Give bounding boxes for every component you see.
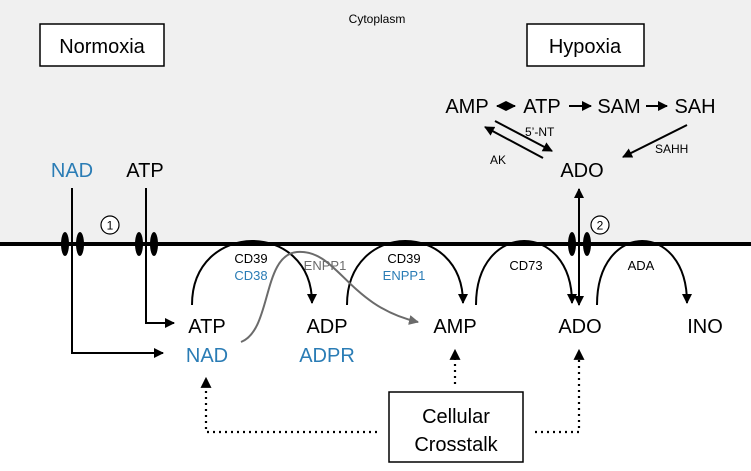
extra-nad-label: NAD (186, 345, 228, 367)
extra-adpr-label: ADPR (299, 345, 355, 367)
extra-ado-label: ADO (558, 316, 601, 338)
crosstalk-to-ado-arrow (535, 348, 585, 434)
channel-1-marker: 1 (100, 215, 120, 235)
amp-ado-arc (475, 240, 577, 306)
normoxia-box: Normoxia (39, 23, 165, 67)
enzyme-cd38-label: CD38 (234, 268, 267, 283)
nad-amp-enpp1-path (240, 250, 419, 343)
crosstalk-line1: Cellular (422, 406, 490, 428)
channel-nad (61, 232, 84, 256)
hypoxia-sah-label: SAH (674, 96, 715, 118)
crosstalk-to-nad-arrow (200, 376, 377, 434)
extra-atp-label: ATP (188, 316, 225, 338)
enzyme-cd39-b-label: CD39 (387, 251, 420, 266)
normoxia-label: Normoxia (59, 36, 145, 58)
extra-ino-label: INO (687, 316, 723, 338)
cellular-crosstalk-box: Cellular Crosstalk (388, 391, 524, 463)
enzyme-cd73-label: CD73 (509, 258, 542, 273)
channel-atp (135, 232, 158, 256)
nad-export-path (71, 188, 164, 358)
sah-ado-sahh-arrow (622, 124, 688, 158)
crosstalk-line2: Crosstalk (414, 434, 498, 456)
svg-text:2: 2 (597, 219, 604, 233)
hypoxia-box: Hypoxia (526, 23, 645, 67)
enzyme-enpp1-b-label: ENPP1 (383, 268, 426, 283)
amp-ado-5nt-arrow (494, 120, 553, 152)
extra-adp-label: ADP (306, 316, 347, 338)
enzyme-ada-label: ADA (628, 258, 655, 273)
cytoplasm-label: Cytoplasm (349, 12, 406, 26)
hypoxia-amp-label: AMP (445, 96, 488, 118)
atp-export-path (145, 188, 175, 328)
ado-ino-arc (596, 240, 692, 306)
hypoxia-sam-label: SAM (597, 96, 640, 118)
atp-adp-arc (191, 240, 317, 306)
intra-nad-label: NAD (51, 160, 93, 182)
enzyme-cd39-a-label: CD39 (234, 251, 267, 266)
hypoxia-atp-label: ATP (523, 96, 560, 118)
channel-2-marker: 2 (590, 215, 610, 235)
ado-amp-ak-arrow (484, 126, 544, 159)
enzyme-ak-label: AK (490, 153, 506, 167)
hypoxia-label: Hypoxia (549, 36, 622, 58)
enzyme-5nt-label: 5’-NT (525, 125, 555, 139)
enzyme-sahh-label: SAHH (655, 142, 688, 156)
svg-text:1: 1 (107, 219, 114, 233)
intra-ado-label: ADO (560, 160, 603, 182)
intra-atp-label: ATP (126, 160, 163, 182)
extra-amp-label: AMP (433, 316, 476, 338)
adp-amp-arc (346, 240, 468, 306)
